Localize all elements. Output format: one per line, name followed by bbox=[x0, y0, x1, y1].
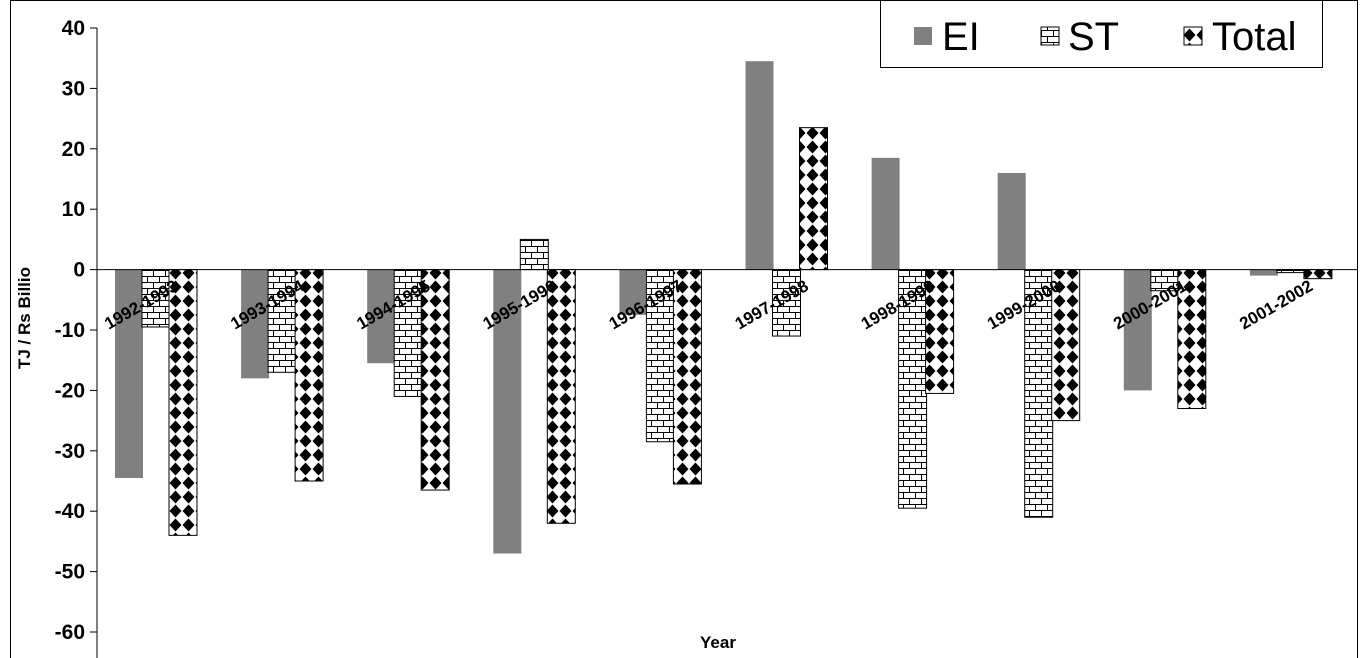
bar-total bbox=[1303, 269, 1333, 280]
legend-swatch-ei bbox=[914, 27, 932, 45]
bar-ei bbox=[1123, 269, 1152, 391]
bar-ei bbox=[241, 269, 270, 379]
y-tick-label: -60 bbox=[55, 621, 85, 644]
x-axis-title: Year bbox=[700, 633, 736, 652]
y-tick-label: 20 bbox=[62, 138, 85, 161]
y-tick-label: 0 bbox=[73, 259, 85, 282]
bar-total bbox=[294, 269, 324, 482]
bar-ei bbox=[871, 157, 900, 270]
legend-swatch-total bbox=[1183, 26, 1203, 46]
y-tick-label: -30 bbox=[55, 440, 85, 463]
legend-label-ei: EI bbox=[942, 15, 980, 59]
bar-ei bbox=[115, 269, 143, 478]
bar-st bbox=[393, 269, 423, 397]
bar-ei bbox=[367, 269, 396, 364]
bar-st bbox=[898, 269, 928, 509]
y-tick-label: -10 bbox=[55, 319, 85, 342]
bar-total bbox=[799, 127, 828, 271]
bar-total bbox=[672, 269, 702, 485]
legend-box bbox=[880, 0, 1323, 68]
bar-total bbox=[1051, 269, 1081, 422]
bar-st bbox=[141, 269, 171, 328]
bar-total bbox=[546, 269, 576, 524]
y-tick-label: -40 bbox=[55, 500, 85, 523]
legend-swatch-st bbox=[1040, 26, 1060, 46]
chart-frame bbox=[10, 0, 1358, 658]
legend: EI ST Total bbox=[880, 0, 1323, 68]
bar-ei bbox=[1249, 269, 1278, 276]
bar-st bbox=[267, 269, 297, 373]
bar-total bbox=[420, 269, 450, 491]
bar-total bbox=[925, 269, 955, 394]
bar-ei bbox=[745, 61, 774, 270]
y-tick-label: 10 bbox=[62, 198, 85, 221]
y-tick-label: -50 bbox=[55, 561, 85, 584]
bar-st bbox=[645, 269, 675, 443]
y-tick-label: 30 bbox=[62, 77, 85, 100]
bar-st bbox=[519, 238, 549, 271]
y-axis: 40 30 20 10 0 -10 -20 -30 -40 -50 -60 bbox=[55, 17, 98, 658]
y-tick-label: 40 bbox=[62, 17, 85, 40]
bar-ei bbox=[619, 269, 648, 315]
y-tick-label: -20 bbox=[55, 379, 85, 402]
bar-ei bbox=[997, 172, 1026, 270]
y-axis-title: TJ / Rs Billio bbox=[15, 267, 34, 369]
legend-label-st: ST bbox=[1068, 15, 1119, 59]
bar-st bbox=[772, 269, 801, 337]
bars-group bbox=[115, 61, 1333, 554]
bar-total bbox=[168, 269, 198, 536]
bar-total bbox=[1177, 269, 1207, 410]
bar-ei bbox=[493, 269, 522, 554]
legend-label-total: Total bbox=[1212, 15, 1297, 59]
x-tick-label: 2001-2002 bbox=[1236, 276, 1316, 333]
chart-border bbox=[10, 0, 1358, 658]
